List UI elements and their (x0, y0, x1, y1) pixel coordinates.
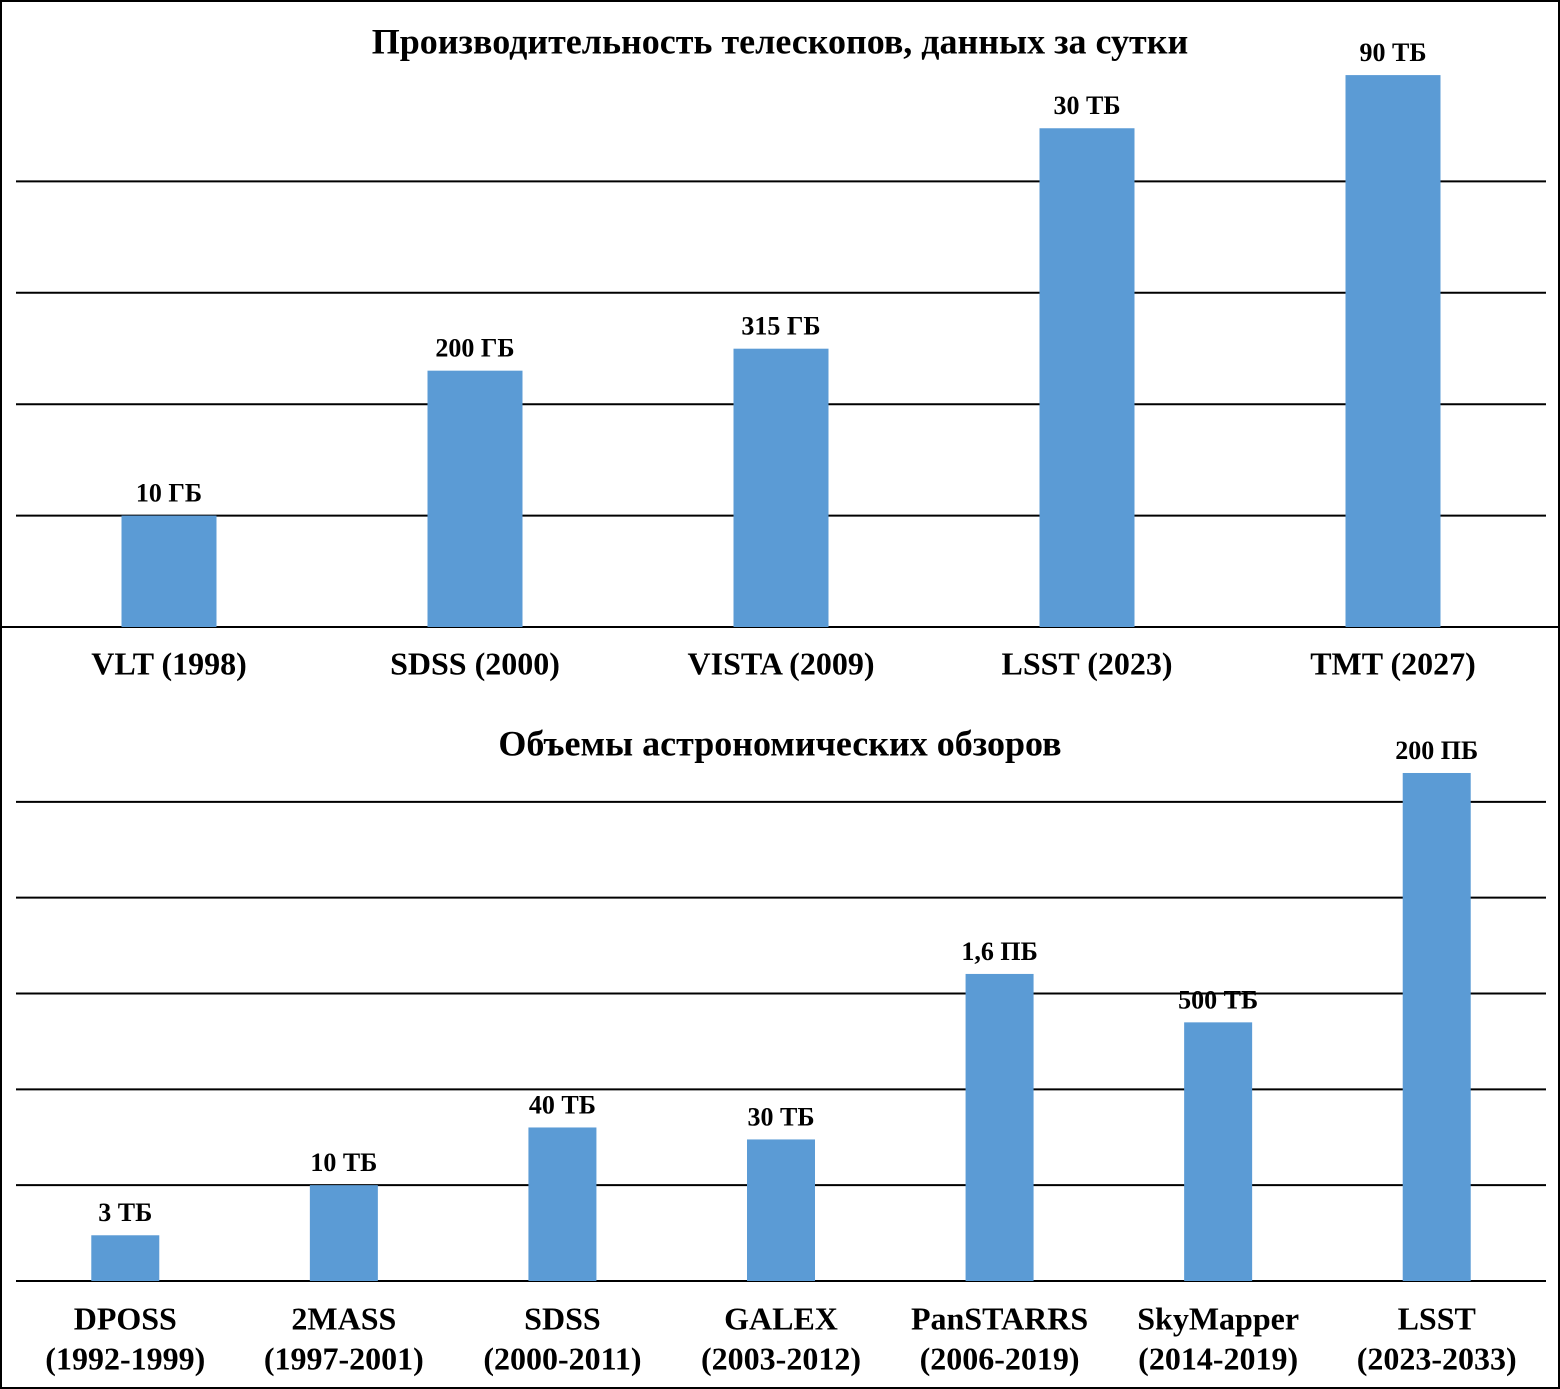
x-tick-label: (1992-1999) (45, 1340, 205, 1376)
x-tick-label: PanSTARRS (911, 1300, 1088, 1336)
x-tick-label: LSST (1398, 1300, 1476, 1336)
value-label: 315 ГБ (741, 312, 820, 341)
x-tick-label: (2003-2012) (701, 1340, 861, 1376)
x-tick-label: VLT (1998) (91, 645, 247, 681)
x-tick-label: 2MASS (291, 1300, 396, 1336)
bar (1345, 75, 1441, 627)
x-tick-label: DPOSS (74, 1300, 177, 1336)
bar (747, 1139, 815, 1281)
value-label: 3 ТБ (98, 1198, 152, 1227)
chart-title: Производительность телескопов, данных за… (372, 21, 1188, 61)
x-tick-label: SkyMapper (1137, 1300, 1299, 1336)
x-tick-label: SDSS (524, 1300, 601, 1336)
bar (733, 348, 829, 627)
bar (1039, 128, 1135, 627)
bar (91, 1235, 160, 1281)
value-label: 30 ТБ (1053, 91, 1120, 120)
x-tick-label: (1997-2001) (264, 1340, 424, 1376)
value-label: 1,6 ПБ (961, 937, 1037, 966)
x-tick-label: (2006-2019) (920, 1340, 1080, 1376)
value-label: 90 ТБ (1359, 38, 1426, 67)
bar (1184, 1022, 1253, 1281)
value-label: 200 ПБ (1395, 736, 1478, 765)
bar (1402, 772, 1471, 1281)
x-tick-label: LSST (2023) (1001, 645, 1172, 681)
bar (121, 515, 217, 627)
value-label: 500 ТБ (1178, 985, 1258, 1014)
value-label: 30 ТБ (747, 1102, 814, 1131)
value-label: 200 ГБ (435, 334, 514, 363)
chart-title: Объемы астрономических обзоров (498, 723, 1061, 763)
bar (965, 973, 1034, 1281)
value-label: 10 ГБ (136, 479, 202, 508)
x-tick-label: VISTA (2009) (688, 645, 875, 681)
x-tick-label: (2000-2011) (483, 1340, 641, 1376)
x-tick-label: TMT (2027) (1310, 645, 1476, 681)
value-label: 40 ТБ (529, 1090, 596, 1119)
bar (528, 1127, 597, 1281)
x-tick-label: GALEX (724, 1300, 838, 1336)
x-tick-label: SDSS (2000) (390, 645, 560, 681)
bar (309, 1185, 378, 1281)
value-label: 10 ТБ (310, 1148, 377, 1177)
bar (427, 370, 523, 627)
x-tick-label: (2023-2033) (1357, 1340, 1517, 1376)
x-tick-label: (2014-2019) (1138, 1340, 1298, 1376)
